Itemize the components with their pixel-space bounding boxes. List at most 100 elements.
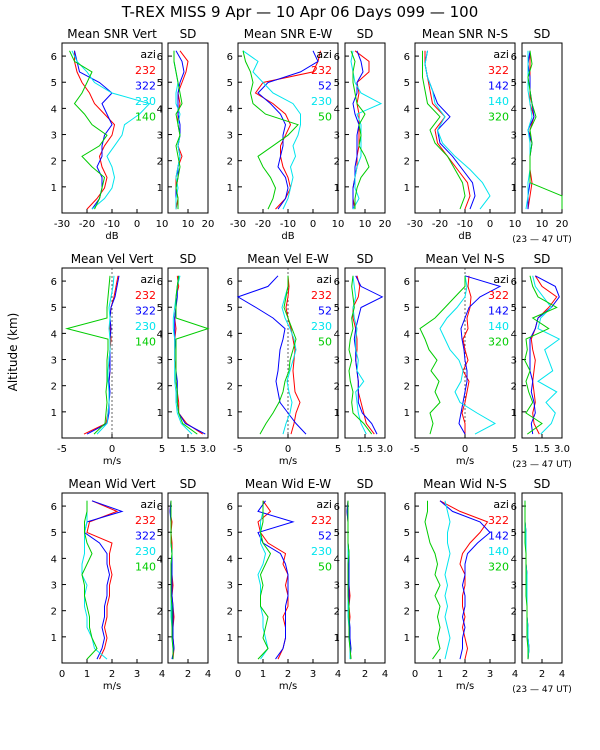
panel-1-2-mean-line-320 <box>419 275 466 435</box>
panel-0-2-mean-ytick-label: 1 <box>404 183 410 194</box>
panel-2-2-mean-line-140 <box>444 500 451 660</box>
panel-0-2-sd-ytick-label: 1 <box>511 183 517 194</box>
panel-2-2-sd-ytick-label: 4 <box>511 554 517 565</box>
panel-0-0-mean-ytick-label: 3 <box>51 131 57 142</box>
panel-1-2-sd-line-320 <box>524 275 558 435</box>
panel-2-0-legend-header: azi <box>140 498 156 511</box>
panel-1-2-legend-header: azi <box>493 273 509 286</box>
panel-1-0-mean-xtick-label: 0 <box>109 444 115 455</box>
panel-2-1-mean-ytick-label: 2 <box>227 607 233 618</box>
panel-1-1-legend-header: azi <box>316 273 332 286</box>
panel-1-0-mean-ytick-label: 6 <box>51 277 57 288</box>
panel-1-1-mean-xtick-label: 5 <box>335 444 341 455</box>
panel-1-1-mean-ytick-label: 3 <box>227 356 233 367</box>
panel-2-1-units-label: m/s <box>279 681 297 692</box>
panel-2-2-sd-line-320 <box>524 500 529 660</box>
panel-1-0-sd-frame <box>167 267 209 439</box>
panel-1-1-sd-xtick-label: 3.0 <box>377 444 393 455</box>
panel-0-0-mean-line-232 <box>74 50 116 210</box>
panel-1-0-legend-item-322: 322 <box>135 305 156 318</box>
panel-0-0-sd-ytick-label: 4 <box>157 104 163 115</box>
panel-2-2-legend-item-140: 140 <box>488 545 509 558</box>
panel-2-0-sd-xtick-label: 2 <box>185 669 191 680</box>
panel-1-0-legend-item-140: 140 <box>135 336 156 349</box>
panel-1-0-legend-header: azi <box>140 273 156 286</box>
panel-1-2-legend-item-322: 322 <box>488 289 509 302</box>
panel-1-1-sd-title: SD <box>357 252 374 266</box>
panel-2-0-mean-line-322 <box>83 500 124 660</box>
panel-2-0-mean-ytick-label: 2 <box>51 607 57 618</box>
panel-2-0-units-label: m/s <box>103 681 121 692</box>
panel-2-1-mean-xtick-label: 0 <box>235 669 241 680</box>
panel-2-2-mean-line-320 <box>424 500 441 660</box>
panel-1-0-legend-item-230: 230 <box>135 320 156 333</box>
panel-2-2-legend-item-320: 320 <box>488 561 509 574</box>
panel-2-2-mean-ytick-label: 2 <box>404 607 410 618</box>
panel-1-2-sd-frame <box>521 267 563 439</box>
panel-1-1-sd-ytick-label: 6 <box>334 277 340 288</box>
panel-1-0-sd-line-232 <box>174 275 203 435</box>
panel-1-1-sd-line-232 <box>352 275 375 435</box>
panel-0-2-sd-xtick-label: 10 <box>536 219 549 230</box>
panel-1-1-sd-line-52 <box>353 275 384 435</box>
panel-1-1-sd-frame <box>344 267 386 439</box>
panel-2-2-sd-ytick-label: 3 <box>511 581 517 592</box>
panel-0-0-mean-xtick-label: 0 <box>134 219 140 230</box>
panel-0-0-mean-title: Mean SNR Vert <box>67 27 157 41</box>
panel-0-0-mean-ytick-label: 2 <box>51 157 57 168</box>
figure-title: T-REX MISS 9 Apr — 10 Apr 06 Days 099 — … <box>121 3 479 21</box>
panel-0-2-mean-title: Mean SNR N-S <box>422 27 508 41</box>
panel-2-1-legend-item-232: 232 <box>311 514 332 527</box>
panel-1-2-ut-note: (23 — 47 UT) <box>512 460 572 470</box>
panel-0-1-sd-ytick-label: 2 <box>334 157 340 168</box>
panel-0-0-mean-ytick-label: 1 <box>51 183 57 194</box>
panel-2-1-sd-frame <box>344 492 386 664</box>
panel-0-0-mean-ytick-label: 4 <box>51 104 57 115</box>
panel-1-1-mean-xtick-label: -5 <box>233 444 243 455</box>
panel-2-2-sd-title: SD <box>534 477 551 491</box>
panel-0-0-legend-item-322: 322 <box>135 80 156 93</box>
panel-2-1-legend-header: azi <box>316 498 332 511</box>
panel-2-2-mean-xtick-label: 0 <box>412 669 418 680</box>
panel-2-0-mean-line-232 <box>86 500 119 660</box>
panel-1-2-sd-ytick-label: 3 <box>511 356 517 367</box>
panel-0-2-units-label: dB <box>458 231 471 242</box>
panel-0-1-sd-frame <box>344 42 386 214</box>
panel-0-1-sd-ytick-label: 5 <box>334 78 340 89</box>
panel-0-2-mean-xtick-label: -20 <box>432 219 448 230</box>
panel-1-1-sd-ytick-label: 3 <box>334 356 340 367</box>
panel-2-0-legend-item-230: 230 <box>135 545 156 558</box>
panel-0-1-mean-line-232 <box>254 50 321 210</box>
panel-2-1-sd-ytick-label: 5 <box>334 528 340 539</box>
panel-2-0-mean-xtick-label: 1 <box>84 669 90 680</box>
panel-1-0-sd-line-322 <box>174 275 206 435</box>
panel-0-1-legend-item-230: 230 <box>311 95 332 108</box>
panel-0-0-sd-xtick-label: 20 <box>202 219 215 230</box>
panel-0-1-sd-ytick-label: 3 <box>334 131 340 142</box>
panel-1-2-legend-item-320: 320 <box>488 336 509 349</box>
panel-2-2-legend-item-322: 322 <box>488 514 509 527</box>
y-axis-label: Altitude (km) <box>6 313 20 392</box>
panel-1-1-mean-ytick-label: 1 <box>227 408 233 419</box>
panel-1-2-mean-ytick-label: 1 <box>404 408 410 419</box>
panel-1-2-units-label: m/s <box>456 456 474 467</box>
panel-0-1-sd-xtick-label: 20 <box>379 219 392 230</box>
panel-1-1-sd-line-230 <box>352 275 367 435</box>
panel-1-0-units-label: m/s <box>103 456 121 467</box>
panel-1-0-sd-ytick-label: 3 <box>157 356 163 367</box>
panel-1-0-sd-xtick-label: 1.5 <box>180 444 196 455</box>
panel-0-1-mean-xtick-label: 10 <box>332 219 345 230</box>
panel-0-2-mean-line-140 <box>424 50 491 210</box>
panel-0-0-legend-item-232: 232 <box>135 64 156 77</box>
panel-0-2-sd-xtick-label: 20 <box>556 219 569 230</box>
panel-0-2-legend-item-322: 322 <box>488 64 509 77</box>
panel-0-0-sd-ytick-label: 6 <box>157 52 163 63</box>
panel-0-2-sd-line-320 <box>527 50 563 210</box>
panel-2-2-mean-ytick-label: 5 <box>404 528 410 539</box>
panel-0-2-sd-ytick-label: 5 <box>511 78 517 89</box>
panel-2-0-mean-ytick-label: 6 <box>51 502 57 513</box>
panel-1-2-mean-title: Mean Vel N-S <box>425 252 504 266</box>
panel-0-0-sd-ytick-label: 1 <box>157 183 163 194</box>
